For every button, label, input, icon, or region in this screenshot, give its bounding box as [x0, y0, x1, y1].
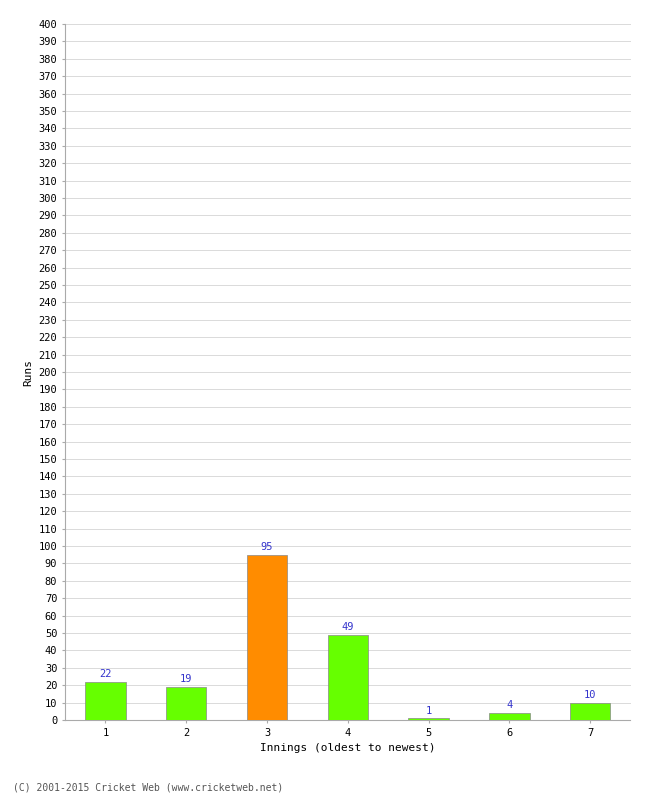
Text: 49: 49 [341, 622, 354, 632]
Bar [85, 682, 125, 720]
Y-axis label: Runs: Runs [23, 358, 33, 386]
Bar [489, 713, 530, 720]
Text: (C) 2001-2015 Cricket Web (www.cricketweb.net): (C) 2001-2015 Cricket Web (www.cricketwe… [13, 782, 283, 792]
Text: 95: 95 [261, 542, 273, 552]
Text: 1: 1 [425, 706, 432, 716]
X-axis label: Innings (oldest to newest): Innings (oldest to newest) [260, 743, 436, 753]
Bar [166, 687, 206, 720]
Text: 22: 22 [99, 669, 112, 679]
Text: 19: 19 [180, 674, 192, 684]
Bar [328, 634, 368, 720]
Bar [570, 702, 610, 720]
Text: 10: 10 [584, 690, 596, 700]
Text: 4: 4 [506, 701, 512, 710]
Bar [408, 718, 448, 720]
Bar [247, 554, 287, 720]
